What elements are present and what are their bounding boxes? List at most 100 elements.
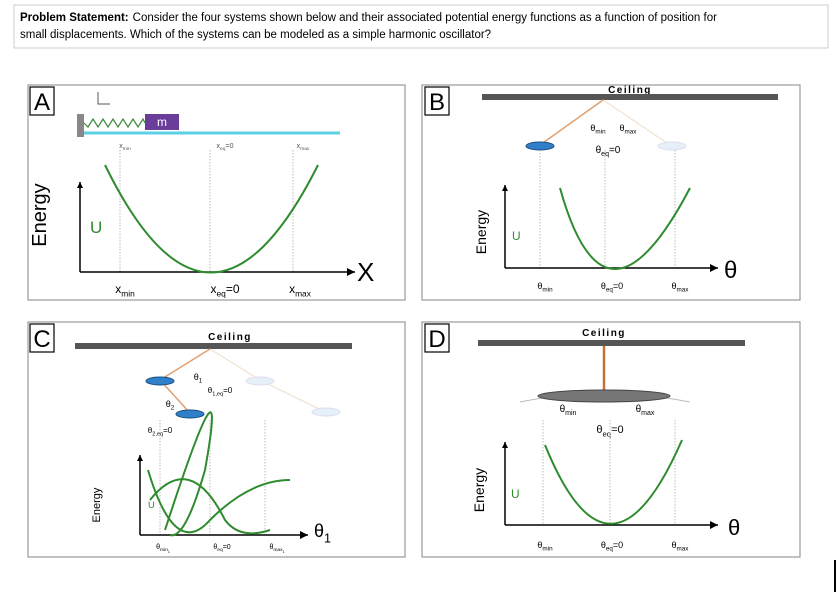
- y-arrow: [502, 442, 508, 448]
- label: θ1,eq=0: [208, 386, 233, 397]
- ceiling-label: Ceiling: [582, 328, 626, 339]
- suffix: =0: [226, 282, 240, 296]
- symbol: θ: [620, 123, 625, 133]
- subscript: min: [542, 287, 553, 294]
- panel-letter: D: [428, 326, 445, 353]
- bob: [245, 376, 275, 386]
- label: θmax: [620, 123, 638, 136]
- energy-curve: [559, 187, 691, 270]
- label: θeq=0: [213, 544, 230, 553]
- label: θeq=0: [596, 424, 623, 438]
- symbol: θ: [208, 386, 213, 395]
- energy-axis-label: Energy: [91, 487, 103, 522]
- label: θmax: [672, 281, 690, 294]
- panel-letter: C: [33, 326, 50, 353]
- symbol: θ: [213, 544, 217, 551]
- bob: [311, 407, 341, 417]
- ceiling: [478, 340, 745, 346]
- suffix: =0: [611, 424, 624, 436]
- symbol: θ: [596, 145, 602, 156]
- energy-curve: [164, 411, 213, 537]
- subscript: max: [300, 147, 310, 152]
- symbol: θ: [537, 540, 542, 550]
- subscript: eq: [217, 548, 223, 553]
- panel-letter: B: [429, 89, 445, 116]
- bob: [175, 409, 205, 419]
- label: θ: [724, 257, 737, 284]
- subscript: eq: [220, 147, 226, 152]
- subscript: min: [565, 410, 576, 417]
- suffix: =0: [223, 386, 233, 395]
- ceiling-label: Ceiling: [608, 85, 652, 96]
- panel-letter-box: [424, 86, 450, 116]
- label: θmin1: [156, 544, 170, 554]
- label: θmax: [672, 540, 690, 553]
- energy-curve: [149, 478, 271, 535]
- symbol: X: [357, 257, 374, 287]
- string: [539, 99, 604, 146]
- symbol: θ: [269, 544, 273, 551]
- label: θ1: [314, 521, 331, 545]
- subscript: min: [160, 547, 168, 553]
- x-arrow: [347, 268, 355, 276]
- y-arrow: [137, 455, 143, 461]
- symbol: θ: [314, 521, 324, 541]
- subscript: max: [677, 546, 690, 553]
- curve-label: U: [511, 487, 520, 501]
- label: θmin: [560, 404, 577, 417]
- mass: [145, 114, 179, 130]
- label: θmax1: [269, 544, 284, 554]
- energy-axis-label: Energy: [471, 468, 487, 512]
- disk: [537, 389, 671, 403]
- subscript: min: [542, 546, 553, 553]
- subscript: 2,eq: [152, 431, 163, 437]
- suffix: =0: [613, 281, 623, 291]
- subscript: max: [677, 287, 690, 294]
- symbol: θ: [166, 399, 171, 409]
- symbol: θ: [194, 372, 199, 382]
- symbol: x: [210, 282, 216, 296]
- subscript: max: [641, 410, 655, 417]
- suffix: =0: [163, 426, 173, 435]
- problem-box: [13, 4, 829, 49]
- subscript: 1: [324, 531, 331, 545]
- label: θmin: [590, 123, 606, 136]
- symbol: θ: [596, 424, 602, 436]
- subscript-2: 1: [283, 550, 285, 554]
- symbol: θ: [560, 404, 566, 415]
- label: xmax: [289, 282, 312, 299]
- label: θ2: [166, 399, 175, 412]
- suffix: =0: [223, 544, 231, 551]
- energy-curve: [544, 439, 683, 525]
- symbol: θ: [601, 540, 606, 550]
- label: θ: [728, 515, 740, 540]
- subscript: max: [625, 129, 638, 136]
- label: xmin: [115, 282, 135, 299]
- panel-letter-box: [424, 323, 450, 353]
- suffix: =0: [613, 540, 623, 550]
- mass-label: m: [157, 115, 167, 129]
- suffix: =0: [225, 143, 233, 150]
- energy-axis-label: Energy: [29, 183, 51, 246]
- label: θmin: [537, 281, 553, 294]
- subscript: max: [295, 289, 312, 299]
- suffix: =0: [609, 145, 621, 156]
- x-arrow: [300, 531, 308, 539]
- symbol: x: [297, 143, 301, 150]
- energy-axis-label: Energy: [473, 210, 489, 254]
- subscript: 1: [199, 378, 203, 385]
- panel-frame: [421, 84, 801, 301]
- problem-line-1: Problem Statement: Consider the four syst…: [20, 12, 717, 24]
- spring: [83, 117, 146, 129]
- panel-frame: [27, 321, 406, 558]
- label: xeq=0: [217, 143, 234, 152]
- panel-letter-box: [29, 86, 55, 116]
- symbol: θ: [156, 544, 160, 551]
- subscript: eq: [606, 546, 614, 553]
- label: X: [357, 257, 374, 287]
- cursor: [834, 560, 836, 592]
- bob: [657, 141, 687, 151]
- subscript: 1,eq: [212, 391, 223, 397]
- energy-curve: [104, 164, 319, 274]
